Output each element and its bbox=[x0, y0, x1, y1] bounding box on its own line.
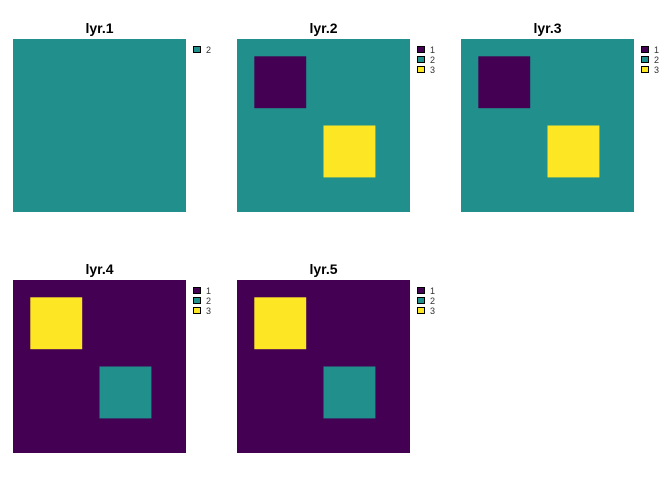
legend-label-2-1: 1 bbox=[430, 45, 435, 55]
legend-label-4-1: 1 bbox=[206, 286, 211, 296]
legend-swatch-3-3 bbox=[641, 66, 649, 73]
legend-label-4-2: 2 bbox=[206, 296, 211, 306]
raster-patch-4-2 bbox=[99, 366, 152, 419]
legend-swatch-5-2 bbox=[417, 297, 425, 304]
legend-swatch-3-1 bbox=[641, 46, 649, 53]
legend-swatch-3-2 bbox=[641, 56, 649, 63]
legend-swatch-5-1 bbox=[417, 287, 425, 294]
raster-patch-3-1 bbox=[478, 56, 531, 109]
legend-label-5-2: 2 bbox=[430, 296, 435, 306]
legend-swatch-2-1 bbox=[417, 46, 425, 53]
legend-swatch-4-2 bbox=[193, 297, 201, 304]
panel-title-4: lyr.4 bbox=[85, 261, 114, 277]
legend-swatch-4-3 bbox=[193, 307, 201, 314]
raster-patch-2-1 bbox=[254, 56, 307, 109]
panel-title-2: lyr.2 bbox=[309, 20, 338, 36]
legend-label-2-2: 2 bbox=[430, 55, 435, 65]
panel-title-5: lyr.5 bbox=[309, 261, 338, 277]
legend-swatch-1-2 bbox=[193, 46, 201, 53]
panel-title-3: lyr.3 bbox=[533, 20, 562, 36]
legend-swatch-2-3 bbox=[417, 66, 425, 73]
legend-label-3-1: 1 bbox=[654, 45, 659, 55]
legend-swatch-4-1 bbox=[193, 287, 201, 294]
legend-label-3-3: 3 bbox=[654, 65, 659, 75]
legend-swatch-2-2 bbox=[417, 56, 425, 63]
legend-label-1-2: 2 bbox=[206, 45, 211, 55]
legend-label-4-3: 3 bbox=[206, 306, 211, 316]
legend-label-2-3: 3 bbox=[430, 65, 435, 75]
raster-background-1 bbox=[13, 39, 186, 212]
legend-label-3-2: 2 bbox=[654, 55, 659, 65]
raster-patch-2-2 bbox=[323, 125, 376, 178]
legend-label-5-3: 3 bbox=[430, 306, 435, 316]
panel-title-1: lyr.1 bbox=[85, 20, 114, 36]
legend-label-5-1: 1 bbox=[430, 286, 435, 296]
raster-patch-4-1 bbox=[30, 297, 83, 350]
raster-patch-3-2 bbox=[547, 125, 600, 178]
raster-patch-5-1 bbox=[254, 297, 307, 350]
legend-swatch-5-3 bbox=[417, 307, 425, 314]
raster-patch-5-2 bbox=[323, 366, 376, 419]
